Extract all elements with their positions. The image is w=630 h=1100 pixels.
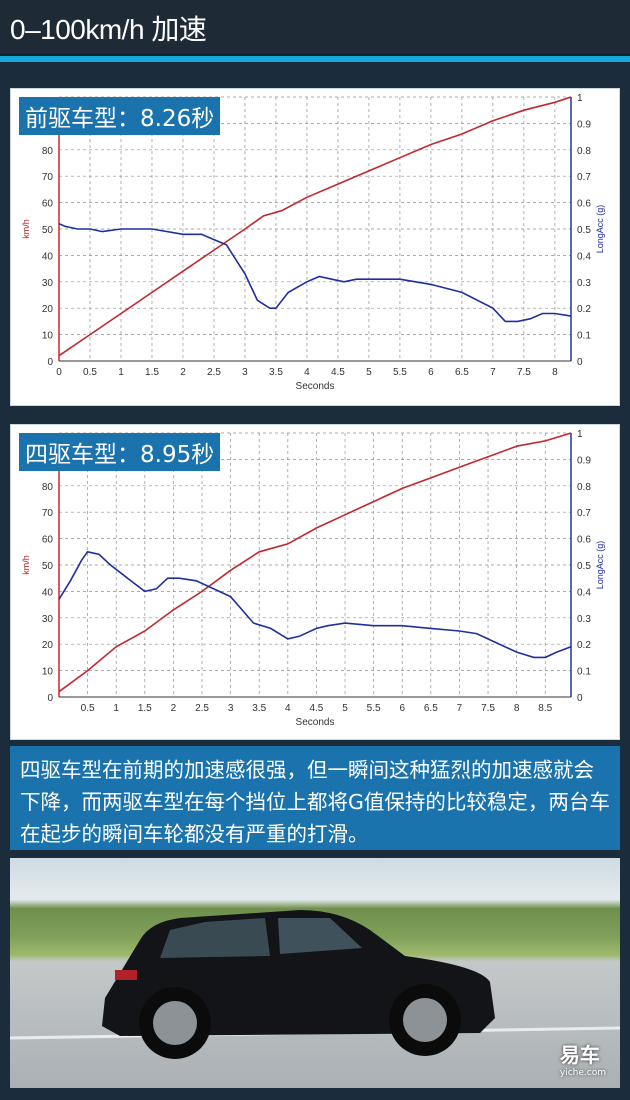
chart-grid	[59, 432, 571, 697]
chart-panel-fwd: 前驱车型：8.26秒 010203040506070809000.10.20.3…	[10, 88, 620, 406]
y-right-tick-label: 1	[577, 429, 583, 440]
x-tick-label: 1	[118, 367, 124, 378]
y-left-tick-label: 80	[42, 482, 54, 493]
x-tick-label: 6	[428, 367, 434, 378]
x-tick-label: 3	[242, 367, 248, 378]
y-left-axis-label: km/h	[21, 555, 31, 575]
x-tick-label: 0.5	[83, 367, 97, 378]
y-right-tick-label: 0.4	[577, 587, 591, 598]
x-tick-label: 8.5	[538, 703, 552, 714]
x-tick-label: 0	[56, 367, 62, 378]
y-left-tick-label: 70	[42, 508, 54, 519]
chart-label-awd: 四驱车型：8.95秒	[19, 433, 221, 471]
x-tick-label: 0.5	[81, 703, 95, 714]
y-left-tick-label: 20	[42, 304, 54, 315]
y-left-tick-label: 60	[42, 535, 54, 546]
x-tick-label: 8	[514, 703, 520, 714]
y-left-tick-label: 80	[42, 146, 54, 157]
x-axis-label: Seconds	[296, 381, 335, 392]
chart-label-fwd: 前驱车型：8.26秒	[19, 97, 221, 135]
caption: 四驱车型在前期的加速感很强，但一瞬间这种猛烈的加速感就会下降，而两驱车型在每个挡…	[10, 746, 620, 850]
y-right-tick-label: 0.5	[577, 225, 591, 236]
acceleration-series-line	[58, 550, 572, 659]
acceleration-series-line	[58, 222, 572, 323]
y-right-tick-label: 0.2	[577, 304, 591, 315]
y-right-tick-label: 0	[577, 693, 583, 704]
y-right-tick-label: 0.9	[577, 455, 591, 466]
y-left-tick-label: 50	[42, 561, 54, 572]
car-illustration	[10, 910, 620, 1059]
chart-fwd: 010203040506070809000.10.20.30.40.50.60.…	[21, 93, 605, 392]
header: 0–100km/h 加速	[0, 0, 630, 60]
y-right-tick-label: 1	[577, 93, 583, 104]
x-tick-label: 6	[399, 703, 405, 714]
x-tick-label: 2.5	[207, 367, 221, 378]
yiche-logo: 易车 yiche.com	[559, 1043, 606, 1078]
x-tick-label: 7	[457, 703, 463, 714]
y-right-tick-label: 0.9	[577, 119, 591, 130]
x-tick-label: 1.5	[145, 367, 159, 378]
y-right-tick-label: 0.3	[577, 614, 591, 625]
y-right-tick-label: 0	[577, 357, 583, 368]
x-tick-label: 5.5	[367, 703, 381, 714]
y-left-tick-label: 10	[42, 667, 54, 678]
y-left-tick-label: 0	[47, 693, 53, 704]
y-left-tick-label: 30	[42, 614, 54, 625]
y-right-tick-label: 0.6	[577, 199, 591, 210]
header-accent-bar	[0, 56, 630, 62]
x-tick-label: 1.5	[138, 703, 152, 714]
x-tick-label: 4.5	[309, 703, 323, 714]
speed-series-line	[58, 432, 572, 693]
y-left-tick-label: 30	[42, 278, 54, 289]
x-tick-label: 6.5	[424, 703, 438, 714]
page-title: 0–100km/h 加速	[10, 14, 207, 45]
car-photo: 易车 yiche.com	[10, 858, 620, 1088]
y-right-tick-label: 0.7	[577, 508, 591, 519]
y-right-tick-label: 0.7	[577, 172, 591, 183]
x-axis-label: Seconds	[296, 717, 335, 728]
y-left-tick-label: 20	[42, 640, 54, 651]
x-tick-label: 5	[342, 703, 348, 714]
x-tick-label: 1	[113, 703, 119, 714]
speed-series-line	[58, 96, 572, 357]
x-tick-label: 2	[171, 703, 177, 714]
x-tick-label: 4	[304, 367, 310, 378]
x-tick-label: 2.5	[195, 703, 209, 714]
y-right-tick-label: 0.4	[577, 251, 591, 262]
y-left-tick-label: 10	[42, 331, 54, 342]
chart-awd: 010203040506070809000.10.20.30.40.50.60.…	[21, 429, 605, 728]
chart-panel-awd: 四驱车型：8.95秒 010203040506070809000.10.20.3…	[10, 424, 620, 740]
y-right-tick-label: 0.6	[577, 535, 591, 546]
x-tick-label: 7	[490, 367, 496, 378]
x-tick-label: 2	[180, 367, 186, 378]
y-left-tick-label: 70	[42, 172, 54, 183]
y-right-tick-label: 0.1	[577, 331, 591, 342]
x-tick-label: 4	[285, 703, 291, 714]
x-tick-label: 3	[228, 703, 234, 714]
y-right-tick-label: 0.5	[577, 561, 591, 572]
y-left-tick-label: 50	[42, 225, 54, 236]
x-tick-label: 5.5	[393, 367, 407, 378]
y-right-tick-label: 0.2	[577, 640, 591, 651]
y-right-axis-label: LongAcc (g)	[595, 541, 605, 590]
y-left-tick-label: 0	[47, 357, 53, 368]
x-tick-label: 6.5	[455, 367, 469, 378]
y-left-axis-label: km/h	[21, 219, 31, 239]
x-tick-label: 7.5	[481, 703, 495, 714]
y-right-tick-label: 0.3	[577, 278, 591, 289]
x-tick-label: 3.5	[269, 367, 283, 378]
y-left-tick-label: 60	[42, 199, 54, 210]
y-right-tick-label: 0.8	[577, 482, 591, 493]
y-left-tick-label: 40	[42, 587, 54, 598]
x-tick-label: 5	[366, 367, 372, 378]
x-tick-label: 3.5	[252, 703, 266, 714]
y-right-tick-label: 0.8	[577, 146, 591, 157]
x-tick-label: 8	[552, 367, 558, 378]
y-right-tick-label: 0.1	[577, 667, 591, 678]
x-tick-label: 4.5	[331, 367, 345, 378]
y-right-axis-label: LongAcc (g)	[595, 205, 605, 254]
y-left-tick-label: 40	[42, 251, 54, 262]
x-tick-label: 7.5	[517, 367, 531, 378]
